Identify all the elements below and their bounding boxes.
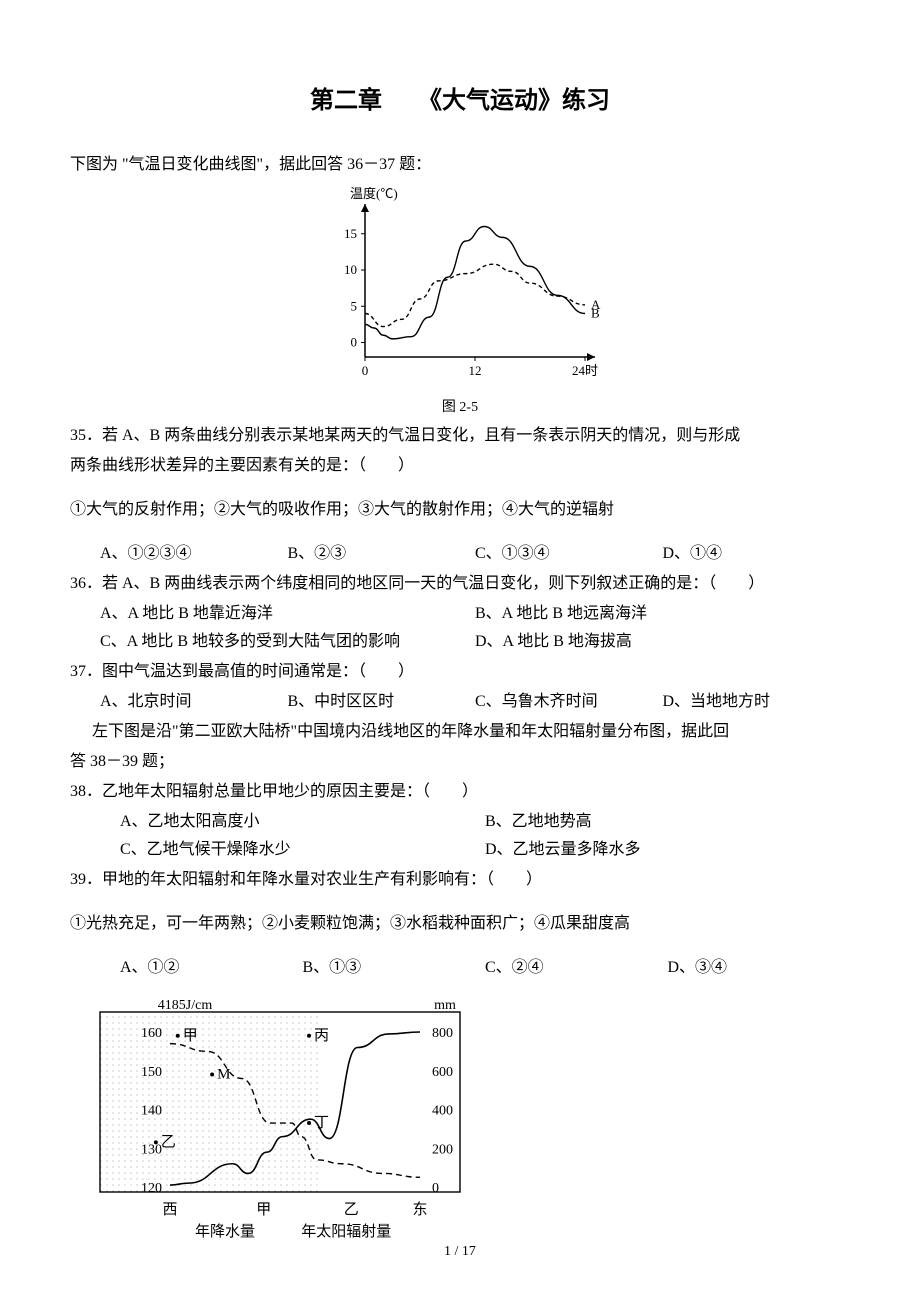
page-footer: 1 / 17: [0, 1244, 920, 1260]
q39-statements: ①光热充足，可一年两熟；②小麦颗粒饱满；③水稻栽种面积广；④瓜果甜度高: [70, 910, 850, 938]
svg-text:200: 200: [432, 1142, 453, 1157]
fig1-caption: 图 2-5: [70, 396, 850, 416]
svg-text:140: 140: [141, 1104, 162, 1119]
svg-text:东: 东: [412, 1201, 427, 1218]
intro-text: 下图为 "气温日变化曲线图"，据此回答 36－37 题：: [70, 151, 850, 179]
svg-text:150: 150: [141, 1065, 162, 1080]
svg-text:0: 0: [362, 363, 369, 378]
q39-opt-b: B、①③: [303, 954, 486, 982]
q37-opt-d: D、当地地方时: [663, 688, 851, 716]
q36-opt-d: D、A 地比 B 地海拔高: [475, 628, 850, 656]
svg-text:10: 10: [344, 262, 357, 277]
svg-text:0: 0: [351, 335, 358, 350]
svg-text:130: 130: [141, 1142, 162, 1157]
svg-text:120: 120: [141, 1181, 162, 1196]
svg-text:年太阳辐射量: 年太阳辐射量: [301, 1223, 391, 1240]
figure-2-5: 05101501224时温度(℃)AB 图 2-5: [70, 187, 850, 416]
q36-stem: 36．若 A、B 两曲线表示两个纬度相同的地区同一天的气温日变化，则下列叙述正确…: [70, 570, 850, 598]
svg-text:24时: 24时: [572, 363, 598, 378]
q35-stem-2: 两条曲线形状差异的主要因素有关的是：（ ）: [70, 452, 850, 480]
q39-options: A、①② B、①③ C、②④ D、③④: [70, 954, 850, 982]
svg-text:mm: mm: [434, 998, 456, 1013]
svg-text:温度(℃): 温度(℃): [350, 187, 398, 201]
q37-opt-b: B、中时区区时: [288, 688, 476, 716]
q37-options: A、北京时间 B、中时区区时 C、乌鲁木齐时间 D、当地地方时: [70, 688, 850, 716]
figure-landbridge: 120 130 140 150 160 0 200 400 600 800 4185J/cm mm 西 甲…: [70, 992, 850, 1267]
intro2-line1: 左下图是沿"第二亚欧大陆桥"中国境内沿线地区的年降水量和年太阳辐射量分布图，据此…: [70, 718, 850, 746]
q36-options-row2: C、A 地比 B 地较多的受到大陆气团的影响 D、A 地比 B 地海拔高: [70, 628, 850, 656]
q38-opt-a: A、乙地太阳高度小: [120, 808, 485, 836]
q35-opt-a: A、①②③④: [100, 540, 288, 568]
q37-opt-c: C、乌鲁木齐时间: [475, 688, 663, 716]
intro2-line2: 答 38－39 题；: [70, 748, 850, 776]
svg-text:12: 12: [469, 363, 482, 378]
q36-opt-c: C、A 地比 B 地较多的受到大陆气团的影响: [100, 628, 475, 656]
q38-options-row1: A、乙地太阳高度小 B、乙地地势高: [70, 808, 850, 836]
q39-opt-a: A、①②: [120, 954, 303, 982]
svg-text:5: 5: [351, 298, 358, 313]
svg-text:年降水量: 年降水量: [195, 1223, 255, 1240]
svg-text:乙: 乙: [344, 1202, 359, 1218]
page-title: 第二章 《大气运动》练习: [70, 80, 850, 115]
q35-stem-1: 35．若 A、B 两条曲线分别表示某地某两天的气温日变化，且有一条表示阴天的情况…: [70, 422, 850, 450]
q38-options-row2: C、乙地气候干燥降水少 D、乙地云量多降水多: [70, 836, 850, 864]
svg-text:15: 15: [344, 226, 357, 241]
q35-statements: ①大气的反射作用；②大气的吸收作用；③大气的散射作用；④大气的逆辐射: [70, 496, 850, 524]
q36-opt-b: B、A 地比 B 地远离海洋: [475, 600, 850, 628]
svg-text:160: 160: [141, 1026, 162, 1041]
q39-opt-c: C、②④: [485, 954, 668, 982]
svg-text:丁: 丁: [314, 1115, 329, 1131]
svg-text:B: B: [591, 306, 600, 321]
svg-text:600: 600: [432, 1065, 453, 1080]
svg-text:M: M: [217, 1067, 230, 1083]
q35-opt-c: C、①③④: [475, 540, 663, 568]
q39-stem: 39．甲地的年太阳辐射和年降水量对农业生产有利影响有：（ ）: [70, 866, 850, 894]
svg-text:800: 800: [432, 1026, 453, 1041]
q35-opt-d: D、①④: [663, 540, 851, 568]
q38-opt-d: D、乙地云量多降水多: [485, 836, 850, 864]
q36-opt-a: A、A 地比 B 地靠近海洋: [100, 600, 475, 628]
svg-text:甲: 甲: [256, 1202, 271, 1218]
q37-opt-a: A、北京时间: [100, 688, 288, 716]
q35-opt-b: B、②③: [288, 540, 476, 568]
svg-text:0: 0: [432, 1181, 439, 1196]
q35-options: A、①②③④ B、②③ C、①③④ D、①④: [70, 540, 850, 568]
q36-options-row1: A、A 地比 B 地靠近海洋 B、A 地比 B 地远离海洋: [70, 600, 850, 628]
q37-stem: 37．图中气温达到最高值的时间通常是：（ ）: [70, 658, 850, 686]
svg-text:西: 西: [162, 1202, 177, 1218]
svg-text:400: 400: [432, 1104, 453, 1119]
q38-stem: 38．乙地年太阳辐射总量比甲地少的原因主要是：（ ）: [70, 778, 850, 806]
q38-opt-b: B、乙地地势高: [485, 808, 850, 836]
q39-opt-d: D、③④: [668, 954, 851, 982]
svg-text:甲: 甲: [183, 1028, 198, 1044]
svg-text:4185J/cm: 4185J/cm: [158, 998, 213, 1013]
svg-text:丙: 丙: [314, 1028, 329, 1044]
q38-opt-c: C、乙地气候干燥降水少: [120, 836, 485, 864]
svg-text:乙: 乙: [161, 1134, 176, 1150]
